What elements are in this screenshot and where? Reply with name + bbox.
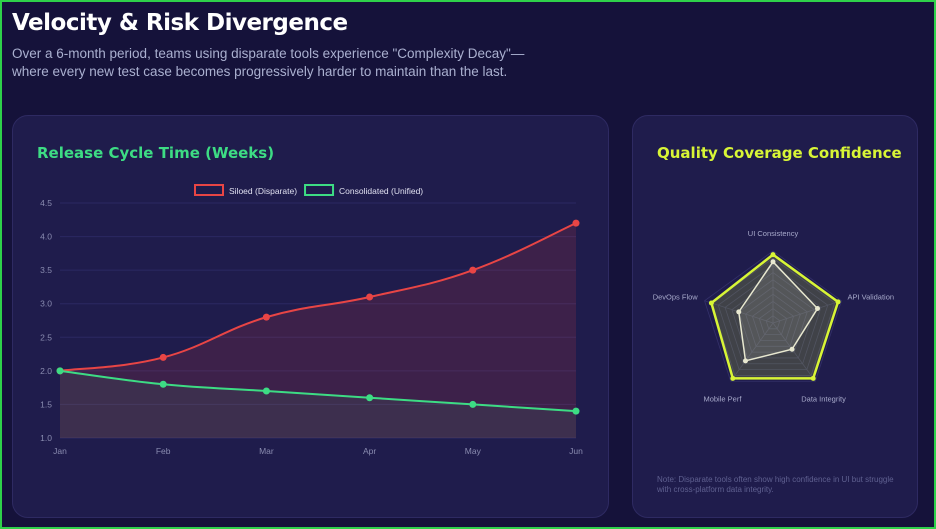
page-title: Velocity & Risk Divergence bbox=[12, 10, 348, 36]
radar-grid bbox=[717, 264, 829, 370]
line-chart: 1.0 1.5 2.0 2.5 3.0 3.5 4.0 4.5 Jan Feb Mar Apr May J… bbox=[40, 184, 583, 456]
y-tick-label: 2.5 bbox=[40, 332, 52, 342]
radar-point bbox=[736, 309, 742, 315]
legend-label: Siloed (Disparate) bbox=[229, 186, 297, 196]
radar-point bbox=[708, 300, 714, 306]
data-point bbox=[56, 367, 64, 375]
legend-swatch bbox=[194, 184, 224, 196]
radar-spoke bbox=[730, 322, 774, 382]
y-tick-label: 4.0 bbox=[40, 232, 52, 242]
radar-series bbox=[737, 260, 819, 362]
radar-axis-label: UI Consistency bbox=[748, 229, 799, 238]
radar-point bbox=[835, 299, 841, 305]
series-line bbox=[59, 222, 577, 372]
series-area bbox=[60, 370, 576, 438]
radar-axis-label: API Validation bbox=[848, 292, 895, 301]
radar-point bbox=[789, 346, 795, 352]
data-point bbox=[469, 400, 477, 408]
series-area bbox=[60, 223, 576, 438]
data-point bbox=[572, 219, 580, 227]
radar-grid bbox=[745, 293, 801, 347]
radar-grid bbox=[738, 286, 808, 353]
y-tick-label: 2.0 bbox=[40, 366, 52, 376]
x-tick-label: Mar bbox=[259, 446, 274, 456]
radar-note: Note: Disparate tools often show high co… bbox=[657, 475, 894, 494]
x-tick-label: Apr bbox=[363, 446, 376, 456]
y-tick-label: 1.0 bbox=[40, 433, 52, 443]
series-line bbox=[59, 369, 577, 413]
x-tick-label: Jan bbox=[53, 446, 67, 456]
radar-axis-label: Data Integrity bbox=[801, 395, 846, 404]
radar-chart-title: Quality Coverage Confidence bbox=[657, 144, 902, 162]
radar-grid bbox=[758, 308, 788, 336]
radar-point bbox=[742, 358, 748, 364]
legend-label: Consolidated (Unified) bbox=[339, 186, 423, 196]
y-tick-label: 1.5 bbox=[40, 399, 52, 409]
radar-grid bbox=[731, 279, 815, 359]
x-tick-label: May bbox=[465, 446, 482, 456]
radar-grid bbox=[724, 272, 822, 365]
radar-point bbox=[810, 375, 816, 381]
y-tick-label: 4.5 bbox=[40, 198, 52, 208]
radar-spoke bbox=[772, 300, 842, 324]
radar-chart: UI Consistency API Validation Data Integri… bbox=[653, 229, 895, 404]
radar-point bbox=[815, 306, 821, 312]
radar-grid bbox=[704, 250, 842, 382]
line-chart-title: Release Cycle Time (Weeks) bbox=[37, 144, 275, 162]
radar-grid bbox=[765, 315, 781, 330]
radar-axis-label: Mobile Perf bbox=[703, 395, 742, 404]
data-point bbox=[366, 394, 374, 402]
radar-axis-label: DevOps Flow bbox=[653, 292, 699, 301]
y-tick-label: 3.0 bbox=[40, 299, 52, 309]
data-point bbox=[262, 387, 270, 395]
radar-point bbox=[730, 375, 736, 381]
quality-coverage-card: Quality Coverage Confidence UI Consisten… bbox=[632, 115, 918, 518]
data-point bbox=[159, 353, 167, 361]
page-subtitle: Over a 6-month period, teams using dispa… bbox=[12, 46, 525, 79]
data-point bbox=[366, 293, 374, 301]
radar-grid bbox=[751, 300, 795, 341]
radar-point bbox=[770, 252, 776, 258]
data-point bbox=[469, 266, 477, 274]
data-point bbox=[159, 380, 167, 388]
radar-point bbox=[770, 259, 776, 265]
x-tick-label: Feb bbox=[156, 446, 171, 456]
data-point bbox=[572, 407, 580, 415]
legend-swatch bbox=[304, 184, 335, 196]
release-cycle-card: Release Cycle Time (Weeks) 1.0 1.5 2.0 2.5 3… bbox=[12, 115, 609, 518]
radar-spoke bbox=[772, 322, 816, 382]
data-point bbox=[262, 313, 270, 321]
y-tick-label: 3.5 bbox=[40, 265, 52, 275]
x-tick-label: Jun bbox=[569, 446, 583, 456]
